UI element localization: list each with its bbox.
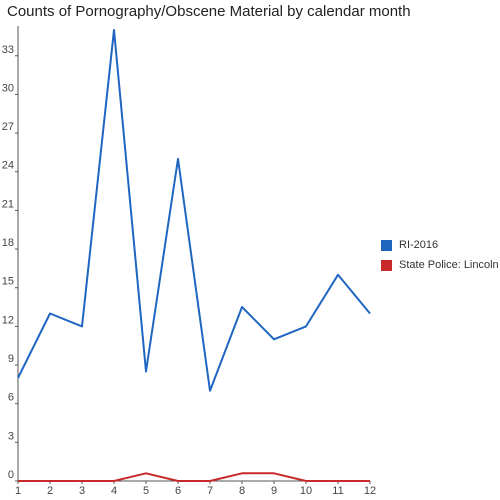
y-tick-label: 3 — [8, 430, 14, 442]
x-tick-label: 2 — [47, 485, 53, 497]
chart-title: Counts of Pornography/Obscene Material b… — [7, 3, 411, 20]
y-tick-label: 15 — [2, 276, 14, 288]
legend-swatch — [381, 239, 392, 251]
series-line-ri-2016 — [17, 29, 371, 392]
x-tick-label: 10 — [300, 485, 312, 497]
x-tick-label: 12 — [364, 485, 376, 497]
legend-item-state-police-lincoln[interactable]: State Police: Lincoln — [381, 258, 499, 272]
y-tick-label: 6 — [8, 392, 14, 404]
legend-swatch — [381, 259, 392, 271]
x-tick-label: 7 — [207, 485, 213, 497]
series-line-state-police-lincoln — [18, 472, 370, 482]
y-tick-label: 18 — [2, 237, 14, 249]
y-tick-label: 30 — [2, 82, 14, 94]
legend: RI-2016 State Police: Lincoln — [381, 238, 499, 278]
x-tick-label: 3 — [79, 485, 85, 497]
x-tick-label: 4 — [111, 485, 117, 497]
x-tick-label: 11 — [332, 485, 343, 497]
y-tick-label: 21 — [2, 198, 14, 210]
legend-label: State Police: Lincoln — [399, 259, 499, 271]
x-tick-label: 9 — [271, 485, 277, 497]
x-tick-label: 8 — [239, 485, 245, 497]
legend-label: RI-2016 — [399, 239, 439, 251]
legend-item-ri-2016[interactable]: RI-2016 — [381, 238, 499, 252]
y-tick-label: 27 — [2, 121, 14, 133]
x-tick-label: 5 — [143, 485, 149, 497]
y-tick-label: 9 — [8, 353, 14, 365]
y-tick-label: 24 — [2, 160, 14, 172]
x-tick-label: 1 — [15, 485, 21, 497]
y-tick-label: 12 — [2, 314, 14, 326]
y-tick-label: 33 — [2, 44, 14, 56]
x-tick-label: 6 — [175, 485, 181, 497]
y-tick-label: 0 — [8, 469, 14, 481]
